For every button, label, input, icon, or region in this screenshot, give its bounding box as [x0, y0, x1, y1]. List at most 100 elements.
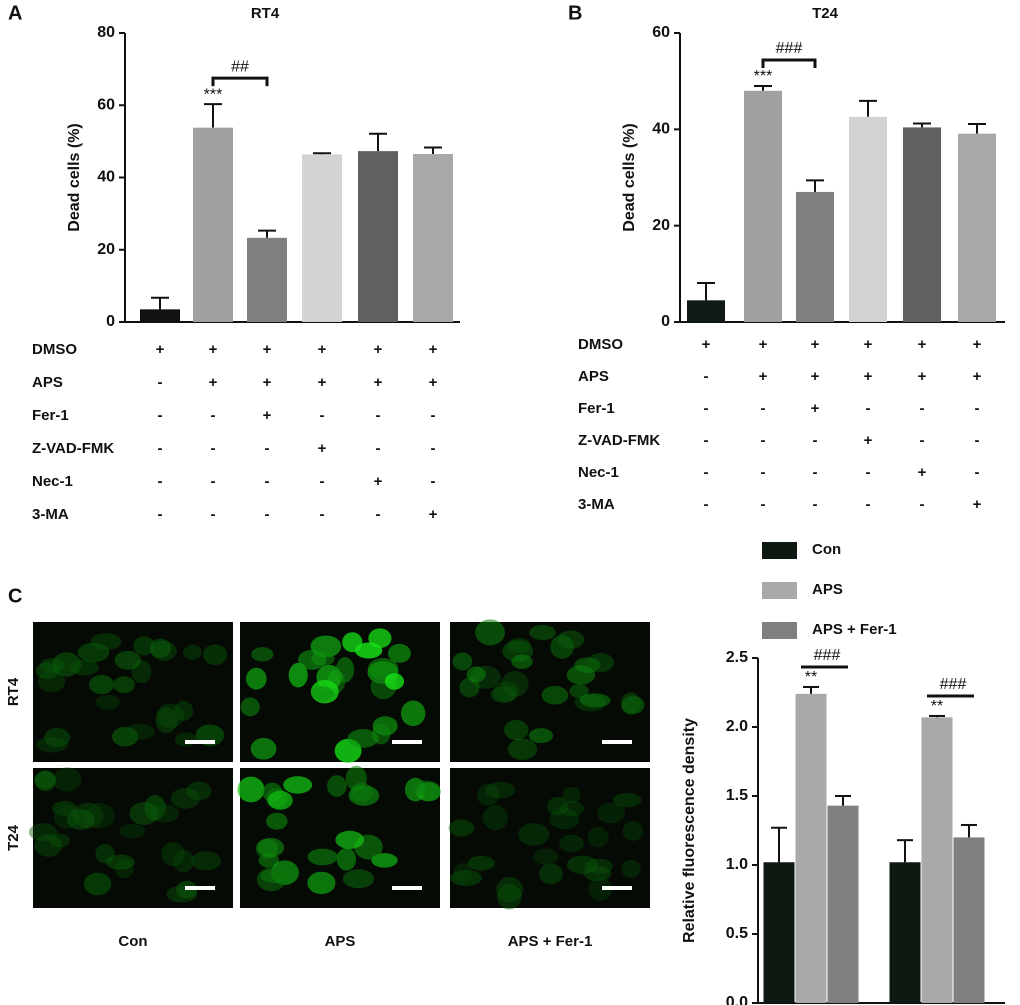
cell — [53, 805, 79, 829]
treatment-mark: - — [866, 496, 871, 513]
legend-label: Con — [812, 541, 841, 558]
treatment-mark: + — [318, 341, 327, 358]
treatment-mark: + — [918, 464, 927, 481]
cell — [371, 853, 398, 868]
significance-hashes: ### — [814, 647, 841, 664]
treatment-name: DMSO — [32, 341, 77, 358]
y-tick-label: 60 — [97, 96, 115, 113]
cell — [115, 859, 135, 879]
cell — [257, 837, 285, 858]
cell — [149, 804, 179, 823]
cell — [485, 781, 516, 799]
significance-bracket — [211, 76, 269, 87]
cell — [191, 851, 222, 871]
cell — [186, 781, 212, 801]
treatment-mark: - — [158, 374, 163, 391]
cell — [549, 808, 580, 830]
treatment-mark: - — [813, 464, 818, 481]
cell — [124, 723, 155, 740]
cell — [388, 643, 411, 663]
cell — [307, 871, 336, 895]
treatment-mark: + — [918, 368, 927, 385]
cell — [240, 697, 260, 717]
treatment-mark: + — [429, 374, 438, 391]
cell — [283, 776, 313, 794]
cell — [501, 671, 529, 697]
cell — [475, 619, 505, 646]
legend-swatch — [762, 622, 797, 639]
bar — [413, 154, 453, 322]
cell — [335, 830, 365, 849]
treatment-mark: + — [864, 336, 873, 353]
cell — [467, 855, 495, 871]
cell — [410, 780, 440, 796]
treatment-name: Nec-1 — [32, 473, 73, 490]
cell — [459, 677, 480, 698]
cell — [496, 876, 524, 903]
treatment-mark: - — [975, 464, 980, 481]
treatment-mark: + — [429, 506, 438, 523]
significance-hashes: ### — [776, 40, 803, 57]
cell — [448, 819, 475, 837]
cell — [44, 727, 71, 747]
cell — [597, 802, 626, 824]
treatment-mark: + — [429, 341, 438, 358]
cell — [538, 863, 563, 885]
cell — [66, 809, 95, 830]
treatment-mark: + — [864, 432, 873, 449]
y-tick-label: 20 — [97, 241, 115, 258]
significance-hashes: ## — [231, 58, 249, 75]
cell — [621, 696, 645, 715]
treatment-mark: - — [813, 496, 818, 513]
y-tick-label: 0 — [106, 313, 115, 330]
cell — [557, 630, 585, 649]
bar — [302, 154, 342, 322]
y-tick-label: 60 — [652, 24, 670, 41]
image-column-label: APS — [325, 933, 356, 950]
bar — [921, 717, 953, 1003]
cell — [183, 644, 202, 660]
micrograph — [237, 765, 441, 908]
cell — [368, 628, 392, 649]
cell — [452, 652, 473, 671]
cell — [52, 800, 77, 816]
cell — [95, 694, 120, 710]
treatment-mark: - — [761, 432, 766, 449]
cell — [48, 833, 70, 848]
treatment-mark: - — [975, 432, 980, 449]
treatment-mark: - — [211, 407, 216, 424]
image-row-label: T24 — [5, 824, 22, 851]
treatment-mark: + — [209, 374, 218, 391]
chart-title: RT4 — [251, 5, 280, 22]
treatment-mark: + — [759, 336, 768, 353]
y-tick-label: 0.5 — [726, 925, 748, 942]
cell — [85, 802, 115, 829]
cell — [170, 787, 200, 809]
cell — [28, 823, 58, 841]
treatment-mark: - — [376, 407, 381, 424]
cell — [37, 670, 66, 693]
treatment-mark: + — [209, 341, 218, 358]
cell — [559, 800, 585, 817]
legend-label: APS + Fer-1 — [812, 621, 897, 638]
cell — [529, 624, 556, 641]
micrograph-bg — [450, 768, 650, 908]
treatment-mark: - — [920, 496, 925, 513]
cell — [528, 728, 554, 744]
cell — [251, 647, 274, 662]
cell — [493, 681, 519, 702]
cell — [569, 683, 589, 698]
cell — [345, 765, 367, 792]
treatment-mark: + — [374, 341, 383, 358]
treatment-mark: - — [431, 473, 436, 490]
y-tick-label: 2.5 — [726, 649, 748, 666]
cell — [384, 673, 405, 690]
cell — [311, 686, 334, 701]
cell — [203, 644, 227, 665]
treatment-mark: + — [374, 473, 383, 490]
cell — [622, 821, 644, 841]
cell — [587, 826, 609, 848]
cell — [518, 822, 550, 846]
cell — [113, 676, 135, 694]
y-tick-label: 0.0 — [726, 994, 748, 1005]
